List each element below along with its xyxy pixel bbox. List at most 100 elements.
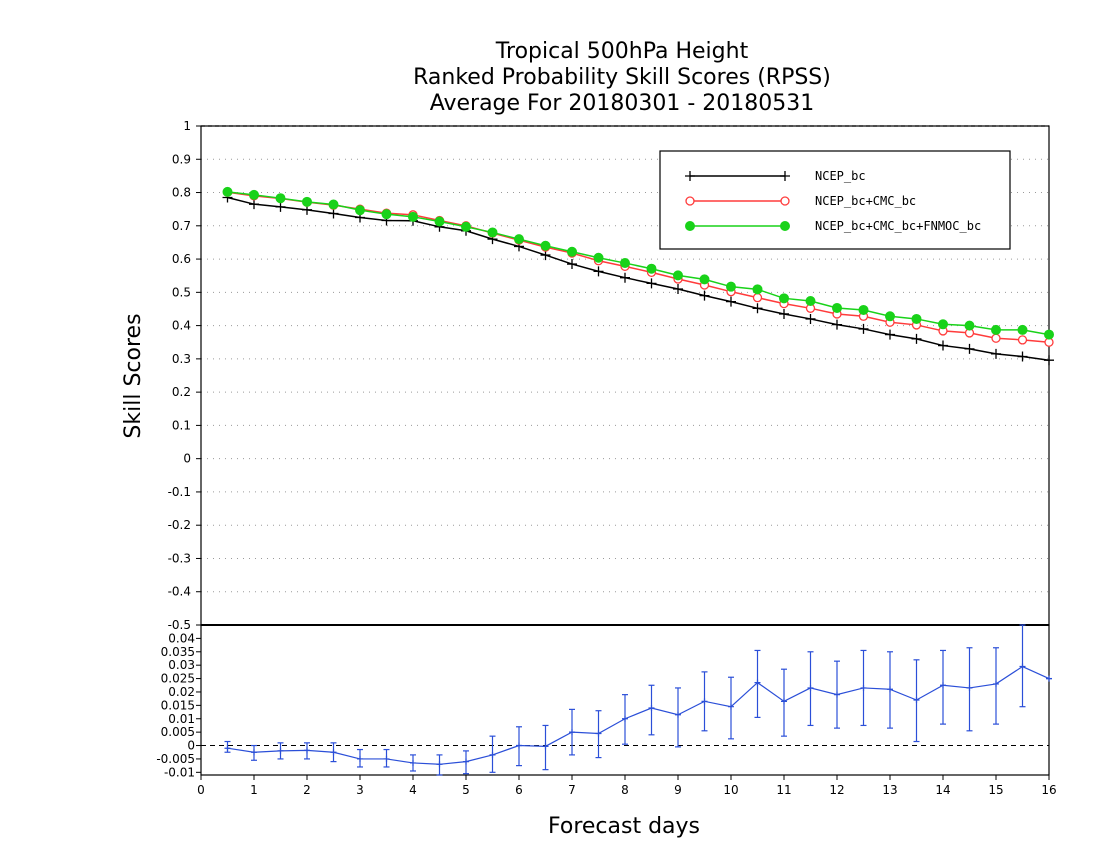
x-tick-label: 0: [197, 783, 205, 797]
series-0-point: [275, 201, 286, 212]
series-2-point: [302, 196, 312, 207]
y-axis-label: Skill Scores: [121, 313, 146, 438]
diff-point: [410, 759, 416, 766]
diff-line: [227, 665, 1050, 765]
diff-point: [383, 755, 390, 762]
diff-y-tick-label: 0.02: [168, 685, 195, 699]
legend-box: [659, 150, 1011, 250]
series-0-point: [328, 208, 339, 219]
x-tick-label: 13: [882, 783, 897, 797]
legend-marker-0: [780, 171, 790, 181]
x-tick-label: 1: [250, 783, 258, 797]
main-y-tick-label: 0.9: [172, 152, 191, 166]
x-tick-label: 6: [515, 783, 523, 797]
diff-point: [436, 761, 443, 768]
x-tick-label: 8: [621, 783, 629, 797]
diff-y-tick-label: 0.035: [161, 645, 195, 659]
main-y-tick-label: -0.3: [168, 551, 191, 565]
series-0-point: [964, 343, 975, 354]
chart-title-line-2: Ranked Probability Skill Scores (RPSS): [413, 65, 831, 90]
diff-y-tick-label: 0.01: [168, 712, 195, 726]
series-2-point: [514, 234, 524, 245]
legend-label-1: NCEP_bc+CMC_bc: [815, 194, 916, 208]
diff-point: [913, 697, 920, 703]
series-2-point: [805, 295, 816, 306]
series-0-point: [249, 199, 259, 210]
diff-point: [648, 705, 655, 712]
diff-point: [304, 747, 310, 754]
series-2-point: [752, 284, 763, 295]
series-0-point: [540, 250, 551, 261]
main-y-tick-label: 1: [183, 119, 191, 133]
diff-point: [277, 747, 284, 754]
series-0-point: [858, 323, 869, 334]
main-y-tick-label: 0.7: [172, 219, 191, 233]
series-2-point: [938, 319, 948, 330]
diff-point: [595, 730, 602, 737]
diff-point: [251, 749, 257, 756]
diff-y-tick-label: 0.015: [161, 698, 195, 712]
series-2-point: [222, 186, 233, 197]
diff-point: [807, 684, 814, 691]
x-axis-label: Forecast days: [548, 814, 700, 839]
main-y-tick-label: -0.5: [168, 618, 191, 632]
series-0-point: [673, 284, 683, 295]
x-tick-label: 12: [829, 783, 844, 797]
main-y-tick-label: 0.3: [172, 352, 191, 366]
main-y-tick-label: 0.6: [172, 252, 191, 266]
series-2-point: [885, 311, 895, 322]
series-2-point: [964, 320, 975, 331]
diff-point: [489, 751, 496, 758]
diff-y-tick-label: 0.005: [161, 725, 195, 739]
main-y-tick-label: -0.4: [168, 585, 191, 599]
series-1-point: [752, 293, 763, 303]
diff-point: [1019, 663, 1026, 670]
series-0-point: [991, 348, 1001, 359]
series-2-point: [487, 227, 498, 238]
series-1-point: [1017, 335, 1028, 345]
series-0-point: [885, 329, 895, 340]
diff-y-tick-label: 0.025: [161, 672, 195, 686]
diff-point: [966, 684, 973, 691]
series-0-point: [699, 290, 710, 301]
diff-point: [675, 711, 681, 718]
legend-marker-1: [685, 196, 695, 206]
series-2-point: [381, 209, 392, 220]
x-tick-label: 9: [674, 783, 682, 797]
series-2-point: [328, 199, 339, 210]
series-0-point: [620, 272, 630, 283]
diff-y-tick-label: 0.04: [168, 631, 195, 645]
series-2-point: [1044, 329, 1054, 340]
diff-point: [728, 703, 734, 710]
main-y-tick-label: 0.2: [172, 385, 191, 399]
series-0-point: [646, 278, 657, 289]
series-2-point: [461, 221, 471, 232]
legend-marker-2: [685, 221, 695, 231]
diff-point: [701, 698, 708, 705]
diff-point: [569, 729, 575, 736]
series-0-point: [593, 266, 604, 277]
x-tick-label: 15: [988, 783, 1003, 797]
chart-title-line-3: Average For 20180301 - 20180531: [430, 91, 815, 116]
main-y-tick-label: 0.8: [172, 186, 191, 200]
series-2-point: [699, 274, 710, 285]
series-0-point: [779, 308, 789, 319]
x-tick-label: 16: [1041, 783, 1056, 797]
x-tick-label: 3: [356, 783, 364, 797]
main-y-tick-label: -0.2: [168, 518, 191, 532]
series-2-point: [540, 240, 551, 251]
series-2-point: [832, 302, 842, 313]
diff-point: [622, 715, 628, 722]
diff-point: [1046, 675, 1052, 682]
chart-title-line-1: Tropical 500hPa Height: [495, 39, 749, 64]
diff-point: [330, 749, 337, 756]
x-tick-label: 2: [303, 783, 311, 797]
series-2-point: [726, 281, 736, 292]
diff-y-tick-label: 0: [187, 739, 195, 753]
series-2-point: [408, 211, 418, 222]
x-tick-label: 4: [409, 783, 417, 797]
main-y-tick-label: 0.1: [172, 418, 191, 432]
series-2-point: [249, 189, 259, 200]
diff-point: [860, 684, 867, 691]
